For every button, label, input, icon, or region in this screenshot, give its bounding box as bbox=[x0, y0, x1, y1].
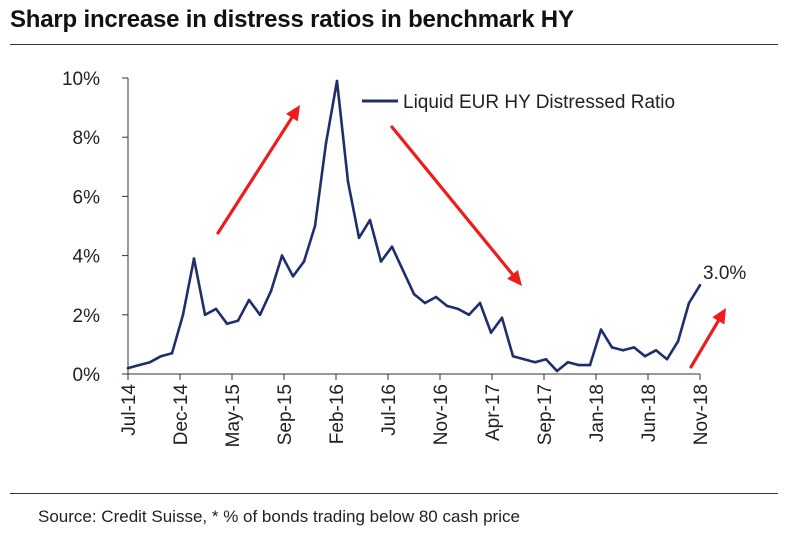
series-point bbox=[258, 313, 262, 317]
x-tick-label: Sep-15 bbox=[275, 384, 296, 445]
y-tick-label: 8% bbox=[73, 128, 101, 149]
y-tick-label: 0% bbox=[73, 365, 101, 386]
series-point bbox=[357, 236, 361, 240]
x-axis: Jul-14 Dec-14 May-15 Sep-15 Feb-16 Jul-16 Nov-… bbox=[119, 373, 712, 447]
series-point bbox=[181, 313, 185, 317]
series-point bbox=[687, 301, 691, 305]
legend-label: Liquid EUR HY Distressed Ratio bbox=[403, 92, 675, 113]
rise-arrow-icon bbox=[216, 105, 300, 235]
y-tick-label: 10% bbox=[62, 69, 100, 90]
series-line-0 bbox=[127, 79, 702, 373]
series-point bbox=[588, 363, 592, 367]
series-point bbox=[379, 260, 383, 263]
series-point bbox=[368, 218, 372, 222]
series-point bbox=[302, 260, 306, 263]
series-point bbox=[610, 346, 614, 349]
series-point bbox=[280, 254, 284, 257]
series-point bbox=[346, 180, 350, 183]
series-point bbox=[247, 298, 251, 302]
series-point bbox=[456, 307, 460, 311]
y-tick-label: 2% bbox=[73, 306, 101, 327]
series-point bbox=[214, 307, 218, 311]
series-point bbox=[467, 313, 471, 317]
series-point bbox=[665, 357, 669, 361]
y-tick-label: 4% bbox=[73, 247, 101, 268]
x-tick-label: Jul-14 bbox=[119, 384, 140, 436]
series-point bbox=[500, 316, 504, 320]
series-point bbox=[203, 313, 207, 317]
chart-title: Sharp increase in distress ratios in ben… bbox=[10, 6, 574, 33]
x-tick-label: Jan-18 bbox=[587, 384, 608, 442]
series-point bbox=[236, 319, 240, 323]
x-tick-label: May-15 bbox=[223, 384, 244, 447]
series-point bbox=[126, 366, 130, 370]
series-point bbox=[643, 354, 647, 358]
series-point bbox=[412, 292, 416, 296]
x-tick-label: Nov-16 bbox=[431, 384, 452, 445]
series-point bbox=[489, 331, 493, 334]
trend-arrows bbox=[216, 105, 726, 369]
series-point bbox=[445, 304, 449, 308]
series-point bbox=[698, 283, 702, 287]
series-layer bbox=[126, 79, 702, 373]
series-point bbox=[313, 224, 317, 228]
x-tick-label: Feb-16 bbox=[327, 384, 348, 444]
series-point bbox=[511, 354, 515, 358]
series-point bbox=[533, 360, 537, 364]
rebound-arrow-icon bbox=[689, 308, 726, 369]
value-annotation: 3.0% bbox=[703, 263, 746, 284]
series-point bbox=[335, 79, 339, 83]
series-point bbox=[170, 352, 174, 355]
y-axis: 0% 2% 4% 6% 8% 10% bbox=[62, 69, 129, 386]
series-point bbox=[621, 349, 625, 352]
series-point bbox=[192, 257, 196, 260]
series-point bbox=[423, 301, 427, 305]
series-point bbox=[566, 360, 570, 364]
series-point bbox=[148, 360, 152, 364]
x-tick-label: Jun-18 bbox=[639, 384, 660, 442]
decline-arrow-icon bbox=[390, 125, 522, 286]
series-point bbox=[159, 354, 163, 358]
series-point bbox=[434, 295, 438, 299]
series-point bbox=[555, 369, 559, 373]
series-point bbox=[401, 269, 405, 272]
x-tick-label: Jul-16 bbox=[379, 384, 400, 436]
x-tick-label: Dec-14 bbox=[171, 384, 192, 446]
legend: Liquid EUR HY Distressed Ratio bbox=[362, 92, 675, 113]
series-point bbox=[599, 328, 603, 331]
series-point bbox=[390, 245, 394, 248]
series-point bbox=[225, 322, 229, 326]
series-point bbox=[324, 141, 328, 145]
series-point bbox=[654, 349, 658, 352]
series-point bbox=[478, 301, 482, 305]
x-tick-label: Nov-18 bbox=[691, 384, 712, 445]
series-point bbox=[269, 289, 273, 293]
source-note: Source: Credit Suisse, * % of bonds trad… bbox=[38, 507, 520, 526]
y-tick-label: 6% bbox=[73, 187, 101, 208]
series-point bbox=[544, 357, 548, 361]
x-tick-label: Apr-17 bbox=[483, 384, 504, 441]
series-point bbox=[291, 275, 295, 278]
series-point bbox=[577, 363, 581, 367]
series-point bbox=[632, 346, 636, 349]
title-divider bbox=[10, 44, 778, 45]
series-point bbox=[522, 357, 526, 361]
series-point bbox=[676, 340, 680, 343]
source-divider bbox=[10, 493, 778, 494]
series-point bbox=[137, 363, 141, 367]
x-tick-label: Sep-17 bbox=[535, 384, 556, 445]
